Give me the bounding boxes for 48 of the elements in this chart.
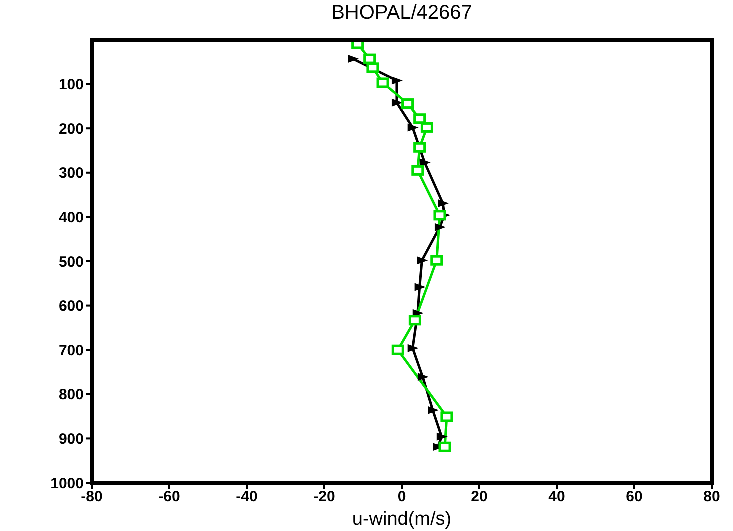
point [392,98,403,107]
point [348,55,360,64]
y-tick-label: 400 [58,210,84,227]
y-tick-label: 100 [58,76,84,94]
y-tick-label: 500 [58,254,84,271]
y-tick-label: 200 [58,120,84,138]
chart-title: BHOPAL/42667 [330,2,474,25]
y-tick-label: 900 [58,431,84,448]
x-tick-label: -60 [158,488,180,506]
point [417,256,428,265]
point [418,373,429,382]
x-tick-label: -20 [314,488,336,506]
point [428,406,439,414]
point [392,76,403,85]
point [408,315,422,326]
point [364,54,376,64]
point [376,78,390,88]
point [408,344,419,352]
x-tick-label: -80 [81,488,103,506]
point [436,432,448,441]
x-axis-title: u-wind(m/s) [352,509,452,530]
y-tick-label: 1000 [50,475,84,492]
point [414,142,426,153]
point [408,124,419,132]
x-tick-label: 40 [548,488,566,506]
point [420,158,431,167]
point [440,412,454,422]
point [420,122,434,133]
x-tick-label: 20 [471,488,488,506]
point [402,98,414,110]
point [414,114,426,124]
point [438,442,452,452]
y-tick-label: 600 [58,298,84,316]
point [414,283,426,292]
point [434,223,446,232]
point [366,62,380,74]
point [438,199,450,208]
point [412,165,424,176]
point [392,344,404,356]
x-tick-label: 60 [626,488,643,506]
y-tick-label: 700 [58,342,84,360]
y-tick-label: 300 [58,165,84,182]
x-tick-label: 0 [398,488,406,506]
y-tick-label: 800 [58,386,84,404]
point [430,255,444,266]
x-tick-label: 80 [704,488,720,506]
point [434,210,446,221]
x-tick-label: -40 [236,488,258,506]
